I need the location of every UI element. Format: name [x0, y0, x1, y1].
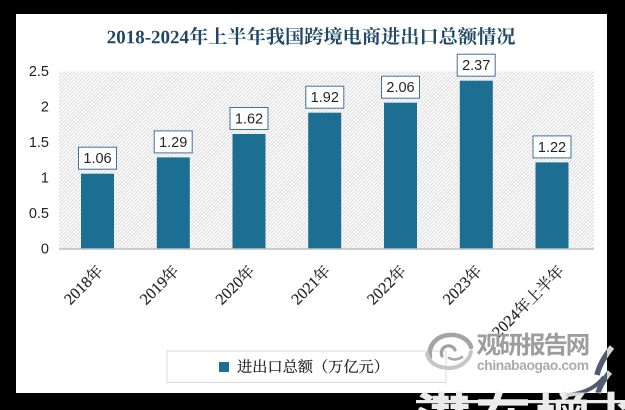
svg-text:1.29: 1.29: [159, 135, 187, 151]
svg-text:2: 2: [41, 100, 49, 116]
svg-text:1.92: 1.92: [311, 90, 339, 106]
svg-text:0: 0: [41, 242, 49, 258]
svg-text:1.62: 1.62: [235, 112, 263, 128]
svg-text:chinabaogao.com: chinabaogao.com: [477, 358, 589, 373]
svg-text:1.06: 1.06: [83, 151, 111, 167]
svg-text:0.5: 0.5: [29, 206, 49, 222]
svg-text:1: 1: [41, 171, 49, 187]
svg-text:2.5: 2.5: [29, 64, 49, 80]
svg-text:2.06: 2.06: [386, 80, 414, 96]
svg-text:2.37: 2.37: [462, 58, 490, 74]
svg-text:1.5: 1.5: [29, 135, 49, 151]
svg-text:1.22: 1.22: [538, 140, 566, 156]
